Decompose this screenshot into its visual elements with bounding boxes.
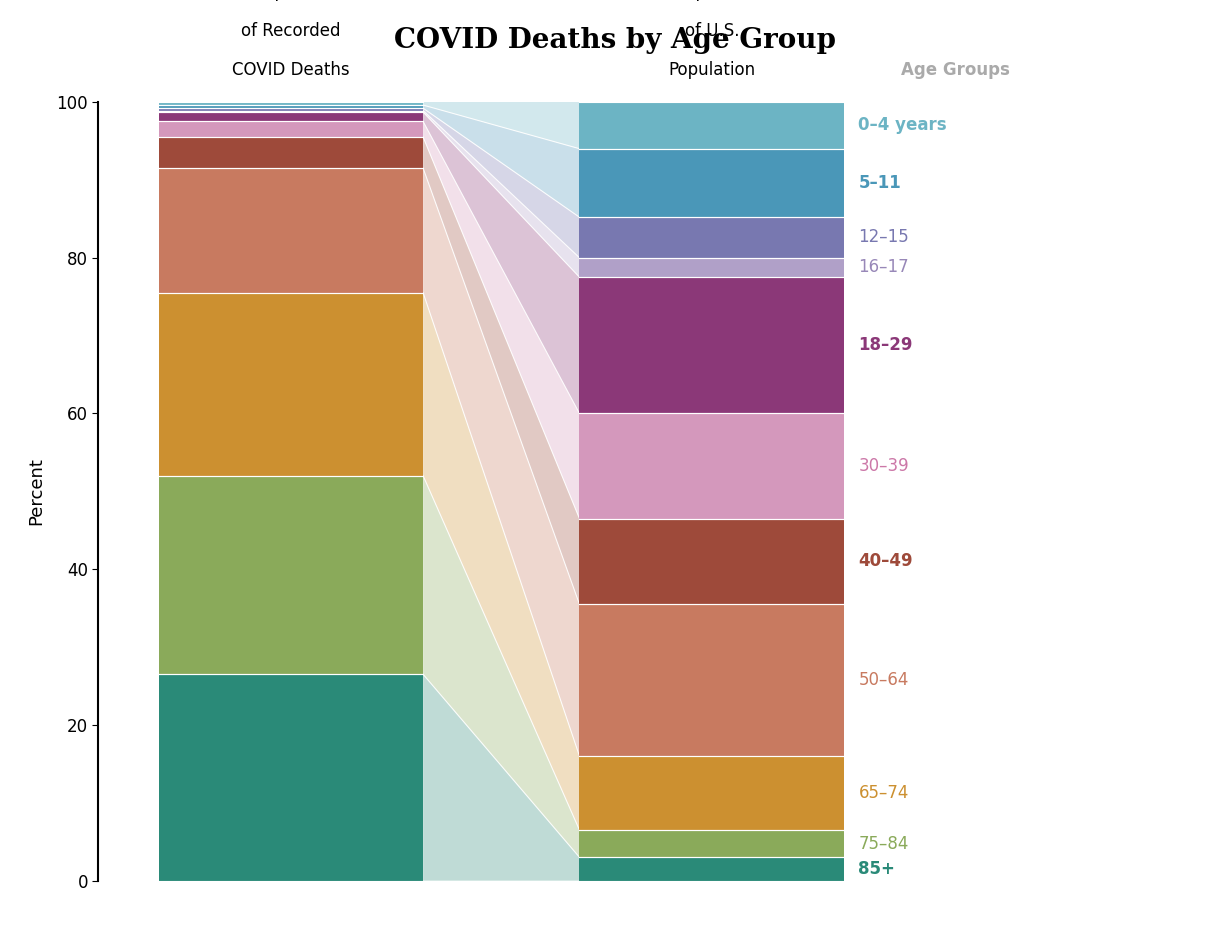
Text: 12–15: 12–15: [859, 228, 909, 247]
Polygon shape: [423, 674, 579, 881]
Text: 18–29: 18–29: [859, 337, 913, 354]
Polygon shape: [423, 108, 579, 258]
Text: of Recorded: of Recorded: [241, 21, 341, 40]
Polygon shape: [423, 110, 579, 277]
Polygon shape: [423, 137, 579, 604]
Polygon shape: [423, 168, 579, 756]
Text: COVID Deaths: COVID Deaths: [232, 60, 349, 79]
Text: 85+: 85+: [859, 860, 895, 878]
Text: 0–4 years: 0–4 years: [859, 116, 947, 134]
Text: 16–17: 16–17: [859, 259, 909, 276]
Text: 65–74: 65–74: [859, 784, 909, 802]
Polygon shape: [423, 112, 579, 413]
Polygon shape: [423, 102, 579, 148]
Text: 50–64: 50–64: [859, 671, 909, 689]
Text: Population: Population: [668, 60, 755, 79]
Text: 30–39: 30–39: [859, 457, 909, 475]
Polygon shape: [423, 121, 579, 518]
Polygon shape: [423, 293, 579, 830]
Polygon shape: [423, 476, 579, 857]
Text: 5–11: 5–11: [859, 174, 902, 192]
Text: Age Groups: Age Groups: [900, 60, 1010, 79]
Text: 40–49: 40–49: [859, 552, 913, 570]
Y-axis label: Percent: Percent: [27, 457, 46, 526]
Polygon shape: [423, 105, 579, 217]
Text: COVID Deaths by Age Group: COVID Deaths by Age Group: [394, 27, 836, 55]
Text: 75–84: 75–84: [859, 834, 909, 853]
Text: of U.S.: of U.S.: [685, 21, 739, 40]
